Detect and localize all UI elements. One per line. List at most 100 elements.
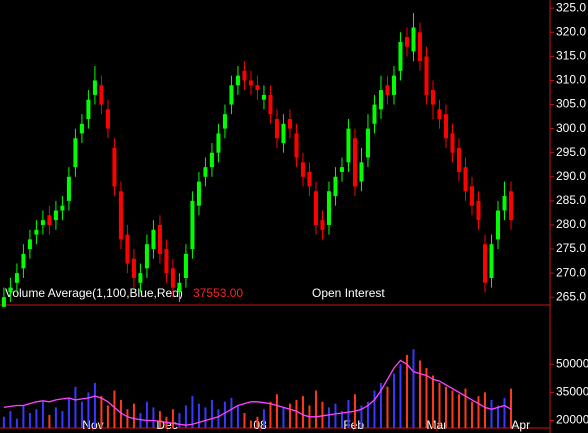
volume-bar — [509, 388, 512, 428]
volume-bar — [191, 396, 194, 428]
volume-bar — [152, 407, 155, 428]
volume-bar — [464, 388, 467, 428]
candle-body — [339, 167, 344, 172]
volume-bar — [243, 413, 246, 428]
volume-bar — [269, 401, 272, 428]
candle-body — [40, 220, 45, 225]
candle-body — [372, 104, 377, 124]
y-tick-label: 310.0 — [556, 73, 586, 87]
volume-bar — [490, 399, 493, 428]
candle-body — [313, 191, 318, 225]
volume-bar — [204, 407, 207, 428]
volume-bar — [431, 375, 434, 428]
volume-bar — [48, 414, 51, 428]
volume-bar — [275, 394, 278, 428]
candle-body — [47, 215, 52, 225]
volume-bar — [262, 409, 265, 428]
candle-body — [8, 287, 13, 293]
y-tick-label: 280.0 — [556, 217, 586, 231]
y-tick-label: 315.0 — [556, 49, 586, 63]
volume-bar — [503, 398, 506, 428]
volume-bar — [321, 401, 324, 428]
y-tick-label: 275.0 — [556, 241, 586, 255]
candle-body — [86, 99, 91, 119]
y-tick-label: 305.0 — [556, 97, 586, 111]
volume-bar — [22, 405, 25, 428]
volume-bar — [340, 411, 343, 428]
candle-body — [326, 191, 331, 225]
candle-body — [131, 258, 136, 278]
volume-bar — [405, 354, 408, 428]
candle-body — [105, 109, 110, 129]
candle-body — [261, 94, 266, 100]
candle-body — [1, 297, 6, 307]
candle-body — [437, 109, 442, 119]
volume-bar — [470, 401, 473, 428]
candle-body — [66, 176, 71, 201]
volume-bar — [360, 405, 363, 428]
y-tick-label: 35000 — [556, 385, 588, 399]
volume-bar — [379, 383, 382, 428]
candle-body — [378, 90, 383, 110]
candle-body — [53, 210, 58, 221]
candle-body — [248, 80, 253, 86]
volume-bar — [399, 364, 402, 428]
volume-bar — [412, 349, 415, 428]
candle-body — [242, 70, 247, 81]
candle-body — [177, 282, 182, 293]
volume-bar — [223, 401, 226, 428]
candle-body — [398, 41, 403, 71]
volume-bar — [483, 392, 486, 428]
candle-body — [495, 210, 500, 240]
volume-bar — [197, 403, 200, 428]
candle-body — [183, 253, 188, 278]
candle-body — [14, 273, 19, 283]
volume-bar — [230, 398, 233, 428]
candle-body — [508, 191, 513, 221]
volume-bar — [236, 405, 239, 428]
candle-body — [73, 138, 78, 168]
candle-body — [118, 191, 123, 240]
candle-body — [300, 162, 305, 177]
candle-body — [404, 37, 409, 47]
candle-body — [424, 56, 429, 95]
candle-body — [482, 244, 487, 283]
candle-body — [34, 229, 39, 235]
volume-bar — [2, 416, 5, 428]
volume-bar — [74, 386, 77, 428]
volume-bar — [106, 405, 109, 428]
candle-body — [307, 171, 312, 187]
candle-body — [157, 224, 162, 254]
candle-body — [268, 94, 273, 115]
open-interest-line — [3, 359, 512, 426]
volume-bar — [15, 418, 18, 428]
volume-bar — [132, 403, 135, 428]
volume-bar — [210, 399, 213, 428]
volume-bar — [100, 396, 103, 428]
y-tick-label: 20000 — [556, 413, 588, 427]
volume-bar — [334, 403, 337, 428]
y-tick-label: 300.0 — [556, 121, 586, 135]
volume-bar — [418, 360, 421, 428]
candle-body — [352, 138, 357, 187]
candle-body — [411, 27, 416, 52]
candle-body — [21, 253, 26, 269]
volume-bar — [28, 413, 31, 428]
volume-bar — [184, 405, 187, 428]
volume-bar — [438, 383, 441, 428]
candle-body — [144, 244, 149, 269]
volume-bar — [113, 390, 116, 428]
x-tick-label: Apr — [511, 418, 530, 432]
candle-body — [385, 85, 390, 95]
candle-body — [112, 147, 117, 187]
volume-bar — [314, 390, 317, 428]
candle-body — [391, 75, 396, 95]
candle-body — [255, 85, 260, 91]
candle-body — [216, 133, 221, 153]
volume-bar — [93, 383, 96, 428]
volume-bar — [54, 407, 57, 428]
y-tick-label: 320.0 — [556, 24, 586, 38]
candle-body — [235, 75, 240, 86]
volume-bar — [119, 399, 122, 428]
